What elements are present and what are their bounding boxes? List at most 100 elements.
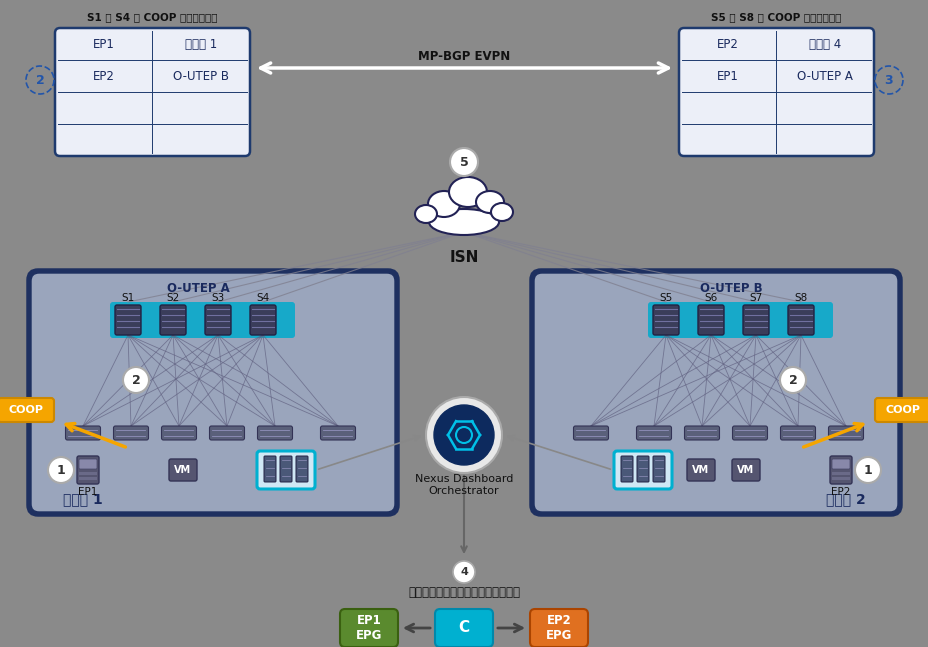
Text: S1 ～ S4 の COOP データベース: S1 ～ S4 の COOP データベース — [87, 12, 217, 22]
Text: EP2
EPG: EP2 EPG — [546, 614, 572, 642]
Text: S7: S7 — [749, 293, 762, 303]
Circle shape — [426, 397, 501, 473]
FancyBboxPatch shape — [340, 609, 397, 647]
Text: S2: S2 — [166, 293, 179, 303]
FancyBboxPatch shape — [648, 302, 832, 338]
Text: O-UTEP B: O-UTEP B — [699, 281, 762, 294]
FancyBboxPatch shape — [831, 459, 849, 469]
Bar — [831, 472, 849, 475]
FancyBboxPatch shape — [320, 426, 355, 440]
Text: サイト 1: サイト 1 — [63, 492, 103, 506]
Ellipse shape — [448, 177, 486, 207]
Circle shape — [453, 561, 474, 583]
FancyBboxPatch shape — [731, 426, 767, 440]
FancyBboxPatch shape — [678, 28, 873, 156]
FancyBboxPatch shape — [742, 305, 768, 335]
FancyBboxPatch shape — [296, 456, 308, 482]
FancyBboxPatch shape — [279, 456, 291, 482]
Circle shape — [433, 405, 494, 465]
FancyBboxPatch shape — [210, 426, 244, 440]
FancyBboxPatch shape — [205, 305, 231, 335]
Text: S5 ～ S8 の COOP データベース: S5 ～ S8 の COOP データベース — [711, 12, 841, 22]
Text: O-UTEP A: O-UTEP A — [166, 281, 229, 294]
Text: ISN: ISN — [449, 250, 478, 265]
Text: EP2: EP2 — [93, 69, 114, 83]
FancyBboxPatch shape — [652, 305, 678, 335]
Text: MP-BGP EVPN: MP-BGP EVPN — [418, 50, 510, 63]
Circle shape — [780, 367, 806, 393]
FancyBboxPatch shape — [169, 459, 197, 481]
Text: S8: S8 — [793, 293, 806, 303]
Text: EP2: EP2 — [831, 487, 850, 497]
Text: EP1
EPG: EP1 EPG — [355, 614, 381, 642]
Circle shape — [449, 148, 478, 176]
Text: C: C — [458, 620, 469, 635]
Text: COOP: COOP — [884, 405, 920, 415]
Text: 2: 2 — [788, 373, 796, 386]
FancyBboxPatch shape — [613, 451, 671, 489]
Text: リーフ 4: リーフ 4 — [808, 38, 841, 50]
Text: S1: S1 — [122, 293, 135, 303]
FancyBboxPatch shape — [637, 456, 649, 482]
Text: 2: 2 — [35, 74, 45, 87]
Text: VM: VM — [737, 465, 754, 475]
Bar — [79, 472, 97, 475]
Text: EP1: EP1 — [93, 38, 114, 50]
FancyBboxPatch shape — [113, 426, 148, 440]
Text: O-UTEP A: O-UTEP A — [796, 69, 852, 83]
Text: S5: S5 — [659, 293, 672, 303]
FancyBboxPatch shape — [636, 426, 671, 440]
Text: サイト 2: サイト 2 — [825, 492, 865, 506]
FancyBboxPatch shape — [110, 302, 295, 338]
Circle shape — [48, 457, 74, 483]
Text: EP2: EP2 — [716, 38, 738, 50]
FancyBboxPatch shape — [573, 426, 608, 440]
FancyBboxPatch shape — [534, 273, 897, 512]
FancyBboxPatch shape — [115, 305, 141, 335]
Text: リーフ 1: リーフ 1 — [185, 38, 217, 50]
FancyBboxPatch shape — [652, 456, 664, 482]
FancyBboxPatch shape — [780, 426, 815, 440]
FancyBboxPatch shape — [874, 398, 928, 422]
FancyBboxPatch shape — [787, 305, 813, 335]
FancyBboxPatch shape — [684, 426, 718, 440]
Text: VM: VM — [691, 465, 709, 475]
Text: 4: 4 — [459, 567, 468, 577]
Text: O-UTEP B: O-UTEP B — [173, 69, 229, 83]
Text: COOP: COOP — [8, 405, 44, 415]
Text: 2: 2 — [132, 373, 140, 386]
Ellipse shape — [491, 203, 512, 221]
FancyBboxPatch shape — [79, 459, 97, 469]
FancyBboxPatch shape — [161, 426, 197, 440]
FancyBboxPatch shape — [250, 305, 276, 335]
FancyBboxPatch shape — [28, 270, 397, 515]
Ellipse shape — [415, 205, 436, 223]
FancyBboxPatch shape — [55, 28, 250, 156]
Circle shape — [122, 367, 148, 393]
FancyBboxPatch shape — [66, 426, 100, 440]
Text: S6: S6 — [703, 293, 716, 303]
Ellipse shape — [429, 209, 498, 235]
FancyBboxPatch shape — [264, 456, 276, 482]
Text: S3: S3 — [212, 293, 225, 303]
Text: 5: 5 — [459, 155, 468, 168]
Text: EP1: EP1 — [78, 487, 97, 497]
FancyBboxPatch shape — [31, 273, 394, 512]
Text: VM: VM — [174, 465, 191, 475]
FancyBboxPatch shape — [828, 426, 862, 440]
FancyBboxPatch shape — [687, 459, 715, 481]
Ellipse shape — [428, 191, 459, 217]
Bar — [831, 477, 849, 480]
FancyBboxPatch shape — [257, 426, 292, 440]
FancyBboxPatch shape — [530, 609, 587, 647]
FancyBboxPatch shape — [257, 451, 315, 489]
Ellipse shape — [475, 191, 504, 213]
FancyBboxPatch shape — [160, 305, 186, 335]
FancyBboxPatch shape — [77, 456, 99, 484]
FancyBboxPatch shape — [697, 305, 723, 335]
Text: Nexus Dashboard
Orchestrator: Nexus Dashboard Orchestrator — [415, 474, 512, 496]
Text: EP1: EP1 — [716, 69, 738, 83]
Text: S4: S4 — [256, 293, 269, 303]
FancyBboxPatch shape — [0, 398, 54, 422]
Text: サイト間ポリシーの定義とプッシュ: サイト間ポリシーの定義とプッシュ — [407, 586, 520, 598]
